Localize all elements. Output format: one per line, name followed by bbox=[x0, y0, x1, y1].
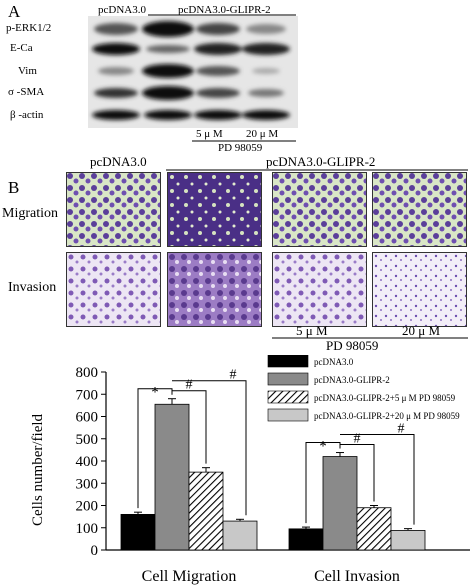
panel-a-letter: A bbox=[8, 2, 21, 21]
row-label-migration: Migration bbox=[2, 206, 58, 221]
significance-mark: # bbox=[230, 368, 237, 383]
bar bbox=[154, 403, 190, 551]
significance-mark: # bbox=[186, 378, 193, 393]
significance-mark: # bbox=[354, 432, 361, 447]
bracket bbox=[172, 380, 247, 516]
chart-axes: 0 100 200 300 400 500 600 700 800 Cell Migration C… bbox=[76, 365, 470, 585]
y-tick-label: 600 bbox=[76, 410, 99, 426]
western-blot-image bbox=[88, 16, 298, 128]
y-tick-label: 100 bbox=[76, 521, 99, 537]
panel-b-header-bracket bbox=[166, 169, 468, 171]
panel-b-inhibitor-bracket bbox=[272, 337, 468, 339]
blot-label-vim: Vim bbox=[18, 65, 37, 77]
bar-chart: Cells number/field 0 100 200 300 400 500 600 70… bbox=[30, 355, 470, 585]
blot-label-sma: σ -SMA bbox=[8, 86, 45, 98]
bar bbox=[390, 530, 426, 551]
micrograph-migration-pd5 bbox=[272, 172, 367, 247]
y-tick-label: 300 bbox=[76, 476, 99, 492]
bar bbox=[288, 528, 324, 551]
micrograph-invasion-pd5 bbox=[272, 252, 367, 327]
blot-label-actin: β -actin bbox=[10, 109, 44, 121]
bar bbox=[120, 513, 156, 551]
y-tick-label: 0 bbox=[91, 543, 99, 559]
panel-a-dose-20: 20 μ M bbox=[246, 128, 279, 140]
bar bbox=[188, 471, 224, 551]
y-tick-label: 400 bbox=[76, 454, 99, 470]
bracket bbox=[305, 442, 341, 524]
legend-swatch bbox=[267, 390, 309, 404]
panel-a-header-bracket bbox=[148, 14, 296, 16]
panel-b-header-control: pcDNA3.0 bbox=[90, 154, 147, 169]
x-category-label: Cell Invasion bbox=[314, 568, 400, 585]
chart-bars bbox=[120, 398, 426, 551]
legend-label: pcDNA3.0 bbox=[314, 357, 354, 367]
bracket bbox=[340, 444, 375, 502]
legend-label: pcDNA3.0-GLIPR-2+20 μ M PD 98059 bbox=[314, 411, 460, 421]
legend-swatch bbox=[267, 355, 309, 368]
legend-swatch bbox=[267, 372, 309, 386]
micrograph-migration-pd20 bbox=[372, 172, 467, 247]
panel-a-inhibitor: PD 98059 bbox=[218, 142, 263, 154]
chart-legend: pcDNA3.0 pcDNA3.0-GLIPR-2 pcDNA3.0-GLIPR-2… bbox=[267, 355, 460, 422]
panel-b-inhibitor: PD 98059 bbox=[326, 338, 379, 353]
bar bbox=[322, 456, 358, 551]
bar bbox=[356, 507, 392, 551]
micrograph-migration-glipr2 bbox=[167, 172, 262, 247]
bracket bbox=[137, 388, 173, 509]
x-category-label: Cell Migration bbox=[142, 568, 237, 585]
significance-mark: * bbox=[151, 385, 159, 401]
y-tick-label: 500 bbox=[76, 432, 99, 448]
y-tick-label: 700 bbox=[76, 387, 99, 403]
panel-b-dose-20: 20 μ M bbox=[402, 323, 441, 338]
legend-swatch bbox=[267, 408, 309, 422]
significance-mark: * bbox=[319, 439, 327, 455]
bracket bbox=[340, 434, 415, 525]
panel-a-header-control: pcDNA3.0 bbox=[98, 4, 146, 16]
panel-a-inhibitor-bracket bbox=[192, 140, 296, 142]
panel-b-letter: B bbox=[8, 178, 20, 197]
panel-b-dose-5: 5 μ M bbox=[296, 323, 328, 338]
y-tick-label: 800 bbox=[76, 365, 99, 381]
y-tick-label: 200 bbox=[76, 499, 99, 515]
significance-brackets: * # # * # # bbox=[137, 368, 415, 525]
row-label-invasion: Invasion bbox=[8, 280, 57, 295]
micrograph-migration-control bbox=[66, 172, 161, 247]
micrograph-invasion-glipr2 bbox=[167, 252, 262, 327]
blot-label-perk: p-ERK1/2 bbox=[6, 22, 52, 34]
blot-label-ecad: E-Ca bbox=[10, 42, 33, 54]
micrograph-invasion-control bbox=[66, 252, 161, 327]
legend-label: pcDNA3.0-GLIPR-2 bbox=[314, 375, 390, 385]
micrograph-invasion-pd20 bbox=[372, 252, 467, 327]
significance-mark: # bbox=[398, 422, 405, 437]
y-axis-label: Cells number/field bbox=[30, 413, 46, 526]
bar bbox=[222, 520, 258, 551]
panel-a-header-glipr2: pcDNA3.0-GLIPR-2 bbox=[178, 4, 271, 16]
bracket bbox=[172, 390, 207, 464]
panel-a-dose-5: 5 μ M bbox=[196, 128, 223, 140]
panel-b-header-glipr2: pcDNA3.0-GLIPR-2 bbox=[266, 154, 376, 169]
legend-label: pcDNA3.0-GLIPR-2+5 μ M PD 98059 bbox=[314, 393, 456, 403]
